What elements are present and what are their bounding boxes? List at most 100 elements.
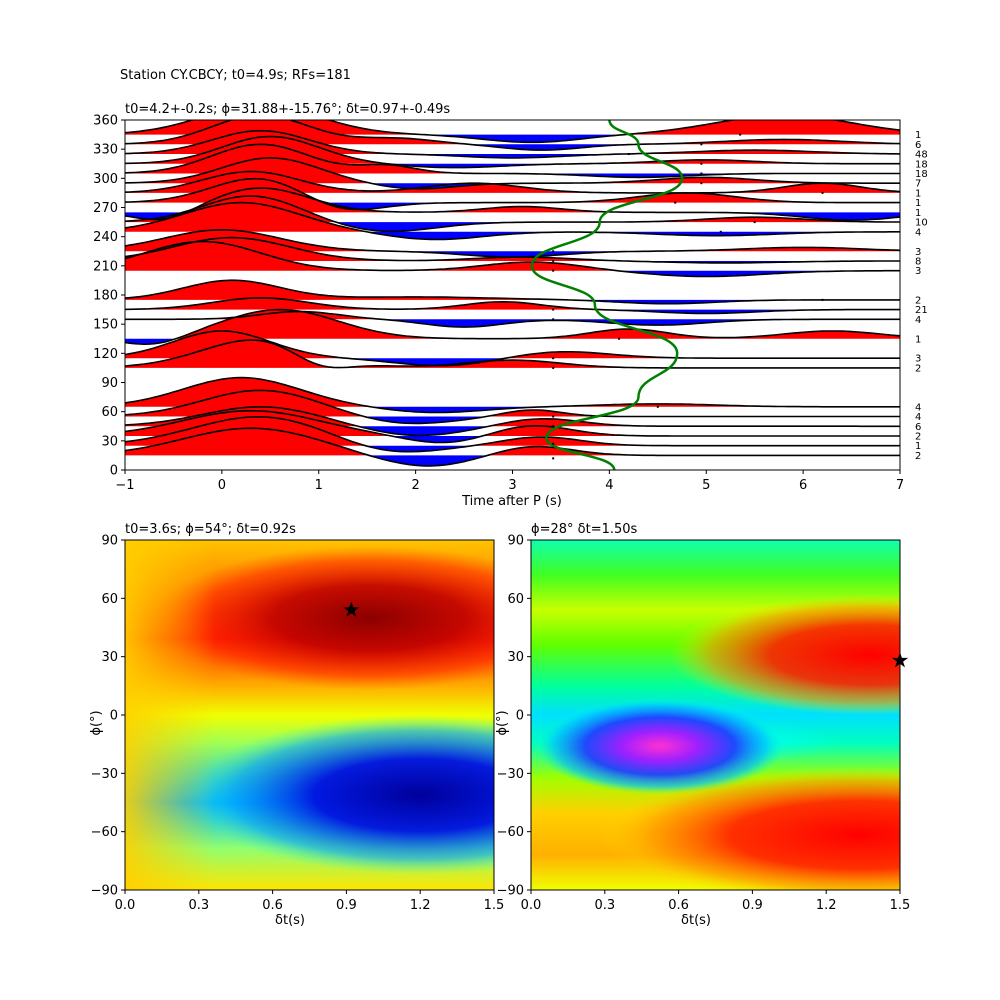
band-count-label: 10 <box>915 218 928 229</box>
pick-dot <box>552 425 555 428</box>
trace-negative-fill <box>125 154 900 158</box>
band-count-label: 1 <box>915 130 921 141</box>
band-count-label: 2 <box>915 295 921 306</box>
band-count-label: 3 <box>915 354 921 365</box>
band-count-label: 6 <box>915 422 921 433</box>
x-tick-label: 2 <box>411 478 419 493</box>
y-tick-label: 360 <box>93 114 118 129</box>
x-tick-label: 1.2 <box>816 898 837 913</box>
band-count-label: 21 <box>915 305 928 316</box>
trace-positive-fill <box>125 311 900 320</box>
receiver-function-trace <box>125 170 900 194</box>
receiver-function-trace <box>125 157 900 190</box>
x-tick-label: 0.3 <box>594 898 615 913</box>
band-count-label: 48 <box>915 150 928 161</box>
y-tick-label: −30 <box>497 767 524 782</box>
receiver-function-trace <box>125 376 900 414</box>
band-count-label: 8 <box>915 256 921 267</box>
y-tick-label: −90 <box>91 884 118 899</box>
waveform-axis-ticks: −1 0 1 2 3 4 5 6 7030609012015018021024027030033… <box>93 114 904 494</box>
y-tick-label: 90 <box>101 534 118 549</box>
trace-positive-fill <box>125 297 900 310</box>
y-tick-label: 0 <box>516 709 524 724</box>
band-count-label: 7 <box>915 179 921 190</box>
trace-positive-fill <box>125 171 900 193</box>
y-tick-label: 90 <box>507 534 524 549</box>
pick-dot <box>674 201 677 204</box>
pick-dot <box>552 318 555 321</box>
receiver-function-trace <box>125 229 900 258</box>
receiver-function-trace <box>125 409 900 444</box>
trace-positive-fill <box>125 377 900 407</box>
y-tick-label: 30 <box>101 434 118 449</box>
receiver-function-trace <box>125 120 900 151</box>
x-tick-label: 3 <box>508 478 516 493</box>
heatmap-right-y-axis-label: ϕ(°) <box>495 710 510 735</box>
receiver-function-trace <box>125 330 900 367</box>
y-tick-label: 120 <box>93 347 118 362</box>
grid-search-heatmap-right: ϕ=28° δt=1.50s 0.0 0.3 0.6 0.9 1.2 1.5 −90 −60 −… <box>495 522 911 928</box>
band-count-label: 3 <box>915 247 921 258</box>
receiver-function-trace <box>125 195 900 233</box>
receiver-function-trace <box>125 406 900 437</box>
trace-negative-fill <box>125 144 900 151</box>
pick-dot <box>552 269 555 272</box>
trace-positive-fill <box>125 237 900 261</box>
pick-dot <box>552 442 555 445</box>
x-tick-label: 5 <box>702 478 710 493</box>
x-tick-label: 6 <box>799 478 807 493</box>
grid-search-heatmap-left: t0=3.6s; ϕ=54°; δt=0.92s 0.0 0.3 0.6 0.9 1.2… <box>89 522 505 928</box>
trace-negative-fill <box>125 134 900 143</box>
pick-dot <box>552 415 555 418</box>
heatmap-left-x-axis-label: δt(s) <box>275 913 305 928</box>
band-count-label: 4 <box>915 402 921 413</box>
figure-title: Station CY.CBCY; t0=4.9s; RFs=181 <box>120 68 351 83</box>
pick-dot <box>821 191 824 194</box>
y-tick-label: 60 <box>101 592 118 607</box>
band-count-label: 1 <box>915 334 921 345</box>
receiver-function-trace <box>125 339 900 369</box>
x-tick-label: 1.5 <box>484 898 505 913</box>
trace-positive-fill <box>125 130 900 155</box>
pick-dot <box>627 153 630 156</box>
receiver-function-trace <box>125 143 900 179</box>
heatmap-right-upper-max-region <box>670 595 900 715</box>
band-count-label: 1 <box>915 198 921 209</box>
trace-positive-fill <box>125 144 900 174</box>
trace-negative-fill <box>125 231 900 240</box>
heatmap-left-axis-ticks: 0.0 0.3 0.6 0.9 1.2 1.5 −90 −60 −30 0 30 60 90 <box>91 534 505 914</box>
band-count-label: 1 <box>915 208 921 219</box>
band-count-label: 2 <box>915 451 921 462</box>
trace-negative-fill <box>125 212 900 221</box>
receiver-function-trace <box>125 310 900 328</box>
pick-dot <box>700 143 703 146</box>
trace-negative-fill <box>125 309 900 314</box>
pick-dot <box>739 133 742 136</box>
receiver-function-trace <box>125 240 900 278</box>
y-tick-label: −60 <box>91 825 118 840</box>
trace-positive-fill <box>125 157 900 184</box>
heatmap-left-image <box>125 540 494 890</box>
pick-dot <box>552 457 555 460</box>
x-tick-label: 0.9 <box>336 898 357 913</box>
heatmap-right-title: ϕ=28° δt=1.50s <box>531 522 638 537</box>
heatmap-right-lower-max-region <box>600 767 900 890</box>
receiver-function-trace <box>125 135 900 169</box>
heatmap-left-best-marker <box>343 601 360 617</box>
x-tick-label: 1 <box>315 478 323 493</box>
receiver-function-trace <box>125 129 900 159</box>
y-tick-label: −30 <box>91 767 118 782</box>
band-count-label: 1 <box>915 441 921 452</box>
pick-dot <box>700 172 703 175</box>
receiver-function-trace <box>125 187 900 221</box>
heatmap-right-axis-ticks: 0.0 0.3 0.6 0.9 1.2 1.5 −90 −60 −30 0 30 60 90 <box>497 534 911 914</box>
receiver-function-trace <box>125 389 900 425</box>
y-tick-label: 60 <box>507 592 524 607</box>
band-count-label: 18 <box>915 169 928 180</box>
band-count-label: 4 <box>915 315 921 326</box>
waveform-panel: t0=4.2+-0.2s; ϕ=31.88+-15.76°; δt=0.97+-… <box>93 102 928 509</box>
trace-positive-fill <box>125 416 900 446</box>
x-tick-label: 0 <box>218 478 226 493</box>
y-tick-label: 210 <box>93 259 118 274</box>
